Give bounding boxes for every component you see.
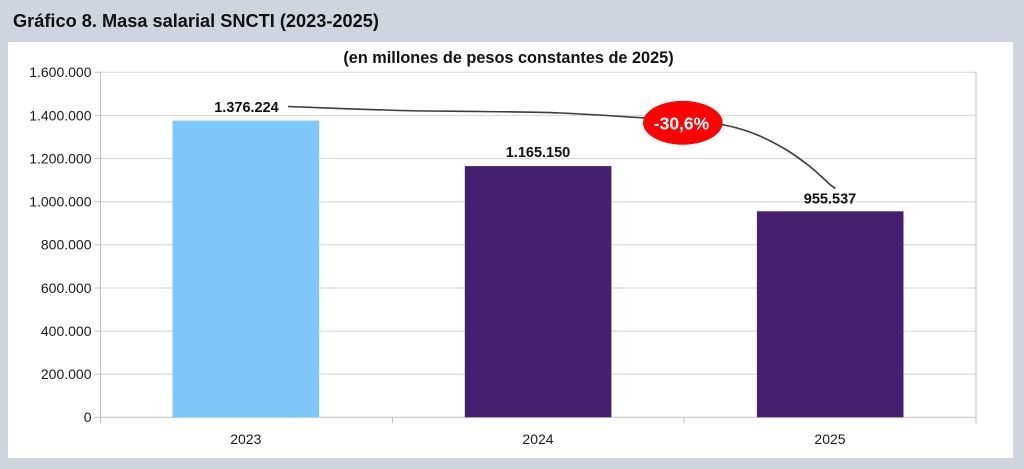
svg-text:Gráfico 8. Masa salarial SNCTI: Gráfico 8. Masa salarial SNCTI (2023-202… [13, 11, 379, 31]
svg-text:1.400.000: 1.400.000 [29, 107, 91, 123]
svg-text:1.376.224: 1.376.224 [214, 100, 279, 116]
svg-text:0: 0 [84, 409, 92, 425]
svg-text:(en millones de pesos constant: (en millones de pesos constantes de 2025… [343, 49, 673, 67]
svg-text:1.165.150: 1.165.150 [506, 145, 571, 161]
svg-text:1.600.000: 1.600.000 [29, 64, 91, 80]
svg-text:600.000: 600.000 [41, 280, 92, 296]
svg-text:800.000: 800.000 [41, 237, 92, 253]
svg-text:-30,6%: -30,6% [654, 114, 710, 134]
svg-text:1.200.000: 1.200.000 [29, 151, 91, 167]
svg-text:2023: 2023 [230, 431, 261, 447]
svg-text:955.537: 955.537 [804, 191, 856, 207]
svg-text:2024: 2024 [522, 431, 553, 447]
svg-text:2025: 2025 [814, 431, 845, 447]
svg-text:1.000.000: 1.000.000 [29, 194, 91, 210]
svg-text:400.000: 400.000 [41, 323, 92, 339]
svg-text:200.000: 200.000 [41, 366, 92, 382]
